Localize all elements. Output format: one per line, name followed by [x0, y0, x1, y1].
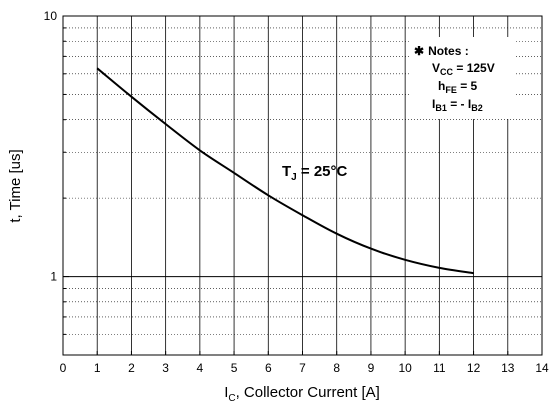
x-tick-label: 0	[60, 361, 67, 375]
series-layer	[96, 67, 474, 275]
x-tick-label: 8	[333, 361, 340, 375]
note-hfe: hFE = 5	[438, 79, 478, 95]
x-tick-label: 11	[433, 361, 446, 375]
y-axis-label: t, Time [us]	[7, 149, 24, 222]
x-tick-label: 5	[231, 361, 238, 375]
x-tick-label: 3	[162, 361, 169, 375]
y-tick-label: 1	[50, 270, 57, 284]
x-tick-label: 4	[197, 361, 204, 375]
temperature-annotation: TJ = 25°C	[282, 163, 348, 183]
x-tick-label: 1	[94, 361, 101, 375]
y-tick-label: 10	[44, 9, 58, 23]
x-tick-label: 2	[128, 361, 135, 375]
x-tick-label: 12	[467, 361, 481, 375]
notes-box	[410, 37, 516, 119]
x-tick-label: 6	[265, 361, 272, 375]
notes-title: ✱ Notes :	[414, 44, 469, 58]
note-vcc: VCC = 125V	[432, 61, 495, 77]
x-tick-label: 7	[299, 361, 306, 375]
note-ib: IB1 = - IB2	[432, 97, 483, 113]
plot-frame	[62, 15, 543, 356]
x-tick-label: 14	[535, 361, 549, 375]
x-tick-label: 9	[368, 361, 375, 375]
x-tick-label: 13	[501, 361, 515, 375]
series-line	[96, 67, 474, 275]
x-axis-label: IC, Collector Current [A]	[224, 384, 380, 404]
x-tick-label: 10	[398, 361, 412, 375]
